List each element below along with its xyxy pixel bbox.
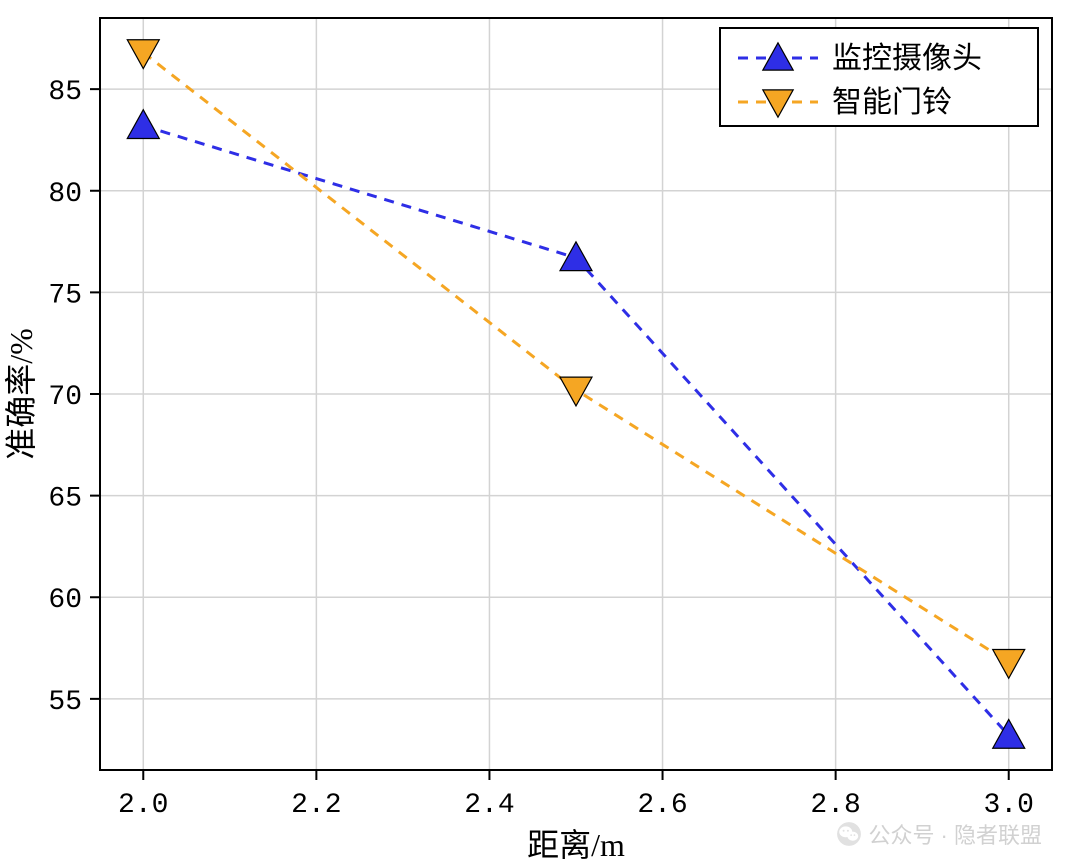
x-tick-label: 3.0: [984, 790, 1034, 821]
y-tick-label: 55: [48, 687, 82, 718]
watermark: 公众号 · 隐者联盟: [836, 818, 1042, 850]
y-tick-label: 85: [48, 77, 82, 108]
y-tick-label: 75: [48, 280, 82, 311]
y-tick-label: 60: [48, 585, 82, 616]
x-axis-label: 距离/m: [527, 827, 625, 863]
x-tick-label: 2.4: [464, 790, 514, 821]
y-axis-label: 准确率/%: [3, 328, 39, 460]
legend-item-label: 智能门铃: [832, 86, 952, 119]
wechat-icon: [836, 821, 862, 847]
accuracy-vs-distance-chart: 2.0 2.2 2.4 2.6 2.8 3.0 距离/m 55 60 65 70 75 80 85 准确率/…: [0, 0, 1072, 868]
x-tick-label: 2.0: [118, 790, 168, 821]
y-tick-label: 65: [48, 484, 82, 515]
watermark-text: 公众号 · 隐者联盟: [868, 818, 1042, 850]
x-tick-label: 2.6: [637, 790, 687, 821]
x-tick-label: 2.2: [291, 790, 341, 821]
x-tick-label: 2.8: [810, 790, 860, 821]
y-tick-label: 80: [48, 179, 82, 210]
chart-container: 2.0 2.2 2.4 2.6 2.8 3.0 距离/m 55 60 65 70 75 80 85 准确率/…: [0, 0, 1072, 868]
y-tick-label: 70: [48, 382, 82, 413]
legend: 监控摄像头智能门铃: [720, 28, 1038, 126]
legend-item-label: 监控摄像头: [832, 42, 982, 75]
